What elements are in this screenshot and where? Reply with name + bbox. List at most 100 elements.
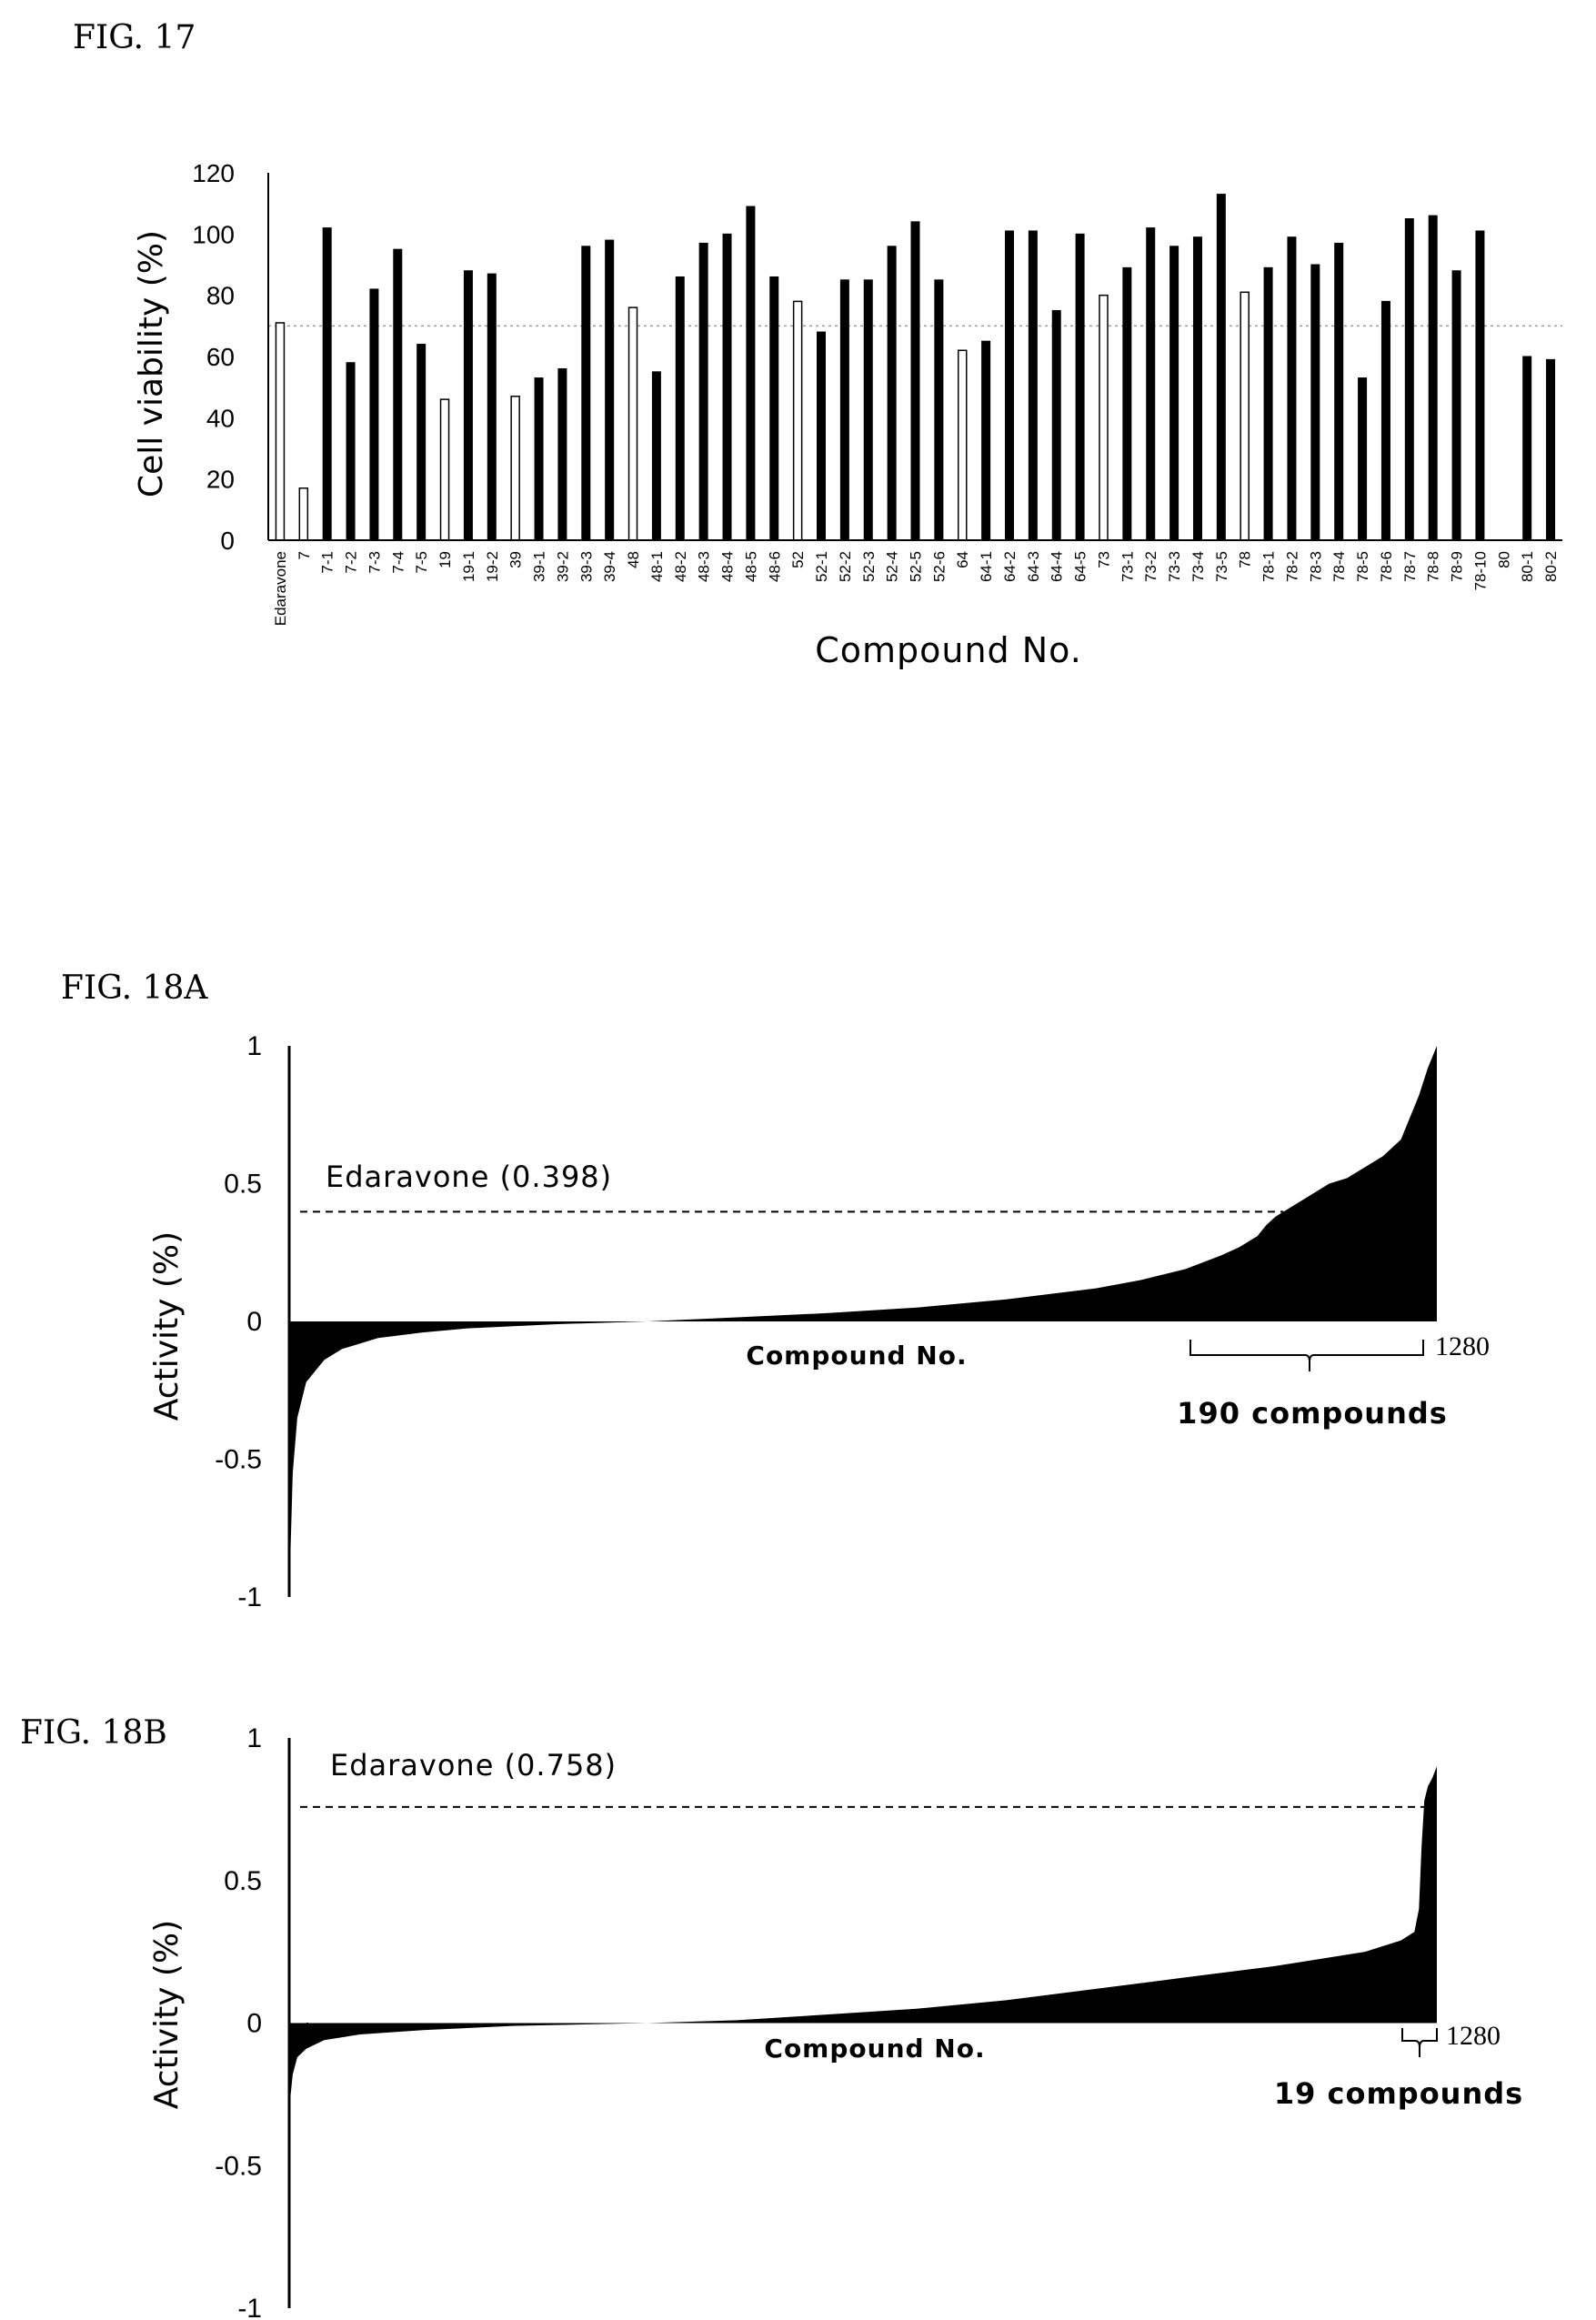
fig17-bar <box>534 377 544 541</box>
fig18b: FIG. 18B Activity (%) -1 -0.5 0 0.5 1 Edarav… <box>20 1714 1522 2320</box>
fig17-bar <box>746 206 756 541</box>
y-tick-label: -1 <box>237 2294 262 2320</box>
fig17-bar <box>887 246 897 541</box>
fig17-bar <box>863 279 873 541</box>
fig17-category-label: 19-2 <box>484 551 501 582</box>
fig17-category-label: 78 <box>1237 551 1254 568</box>
fig17-category-label: 73-1 <box>1119 551 1136 582</box>
fig17-bar <box>487 273 497 541</box>
fig17-category-label: 78-2 <box>1283 551 1300 582</box>
fig18a-label: FIG. 18A <box>61 969 208 1007</box>
fig17-category-label: 80 <box>1495 551 1512 568</box>
fig17-bar <box>581 246 591 541</box>
fig17-bar <box>981 340 991 541</box>
fig18a-reference-label: Edaravone (0.398) <box>326 1160 612 1194</box>
fig17-bar <box>627 306 638 541</box>
fig17-category-label: 73-5 <box>1213 551 1230 582</box>
fig17-bar <box>934 279 944 541</box>
fig17-category-label: 7 <box>296 551 313 559</box>
fig17-bar <box>298 487 309 541</box>
fig18a-bracket <box>1189 1340 1424 1371</box>
fig17-category-labels: Edaravone 7 7-1 7-2 7-3 7-4 7-5 19 19-1 19-2 39 39-… <box>272 551 1560 626</box>
y-tick-label: 1 <box>246 1031 262 1061</box>
y-tick-label: -0.5 <box>215 2151 262 2181</box>
fig17-bar <box>1404 218 1414 541</box>
fig17-bar <box>1051 310 1061 541</box>
fig17-category-label: 39-1 <box>531 551 548 582</box>
fig17-category-label: 48-2 <box>672 551 689 582</box>
fig17-bar <box>557 367 567 541</box>
fig17-category-label: 39-4 <box>601 551 618 582</box>
fig17-bar <box>817 331 827 541</box>
fig17-category-label: 64-1 <box>978 551 995 582</box>
fig17-bar <box>792 300 803 541</box>
fig17-category-label: 48-3 <box>696 551 713 582</box>
fig17-category-label: 48 <box>625 551 642 568</box>
fig17-bar <box>1334 242 1344 541</box>
fig17-category-label: 48-5 <box>742 551 759 582</box>
fig17-y-tick-label: 40 <box>206 404 235 432</box>
fig17-bar <box>417 344 427 541</box>
fig17-category-label: 39 <box>507 551 525 568</box>
fig18a: FIG. 18A Activity (%) -1 -0.5 0 0.5 1 Edarav… <box>61 969 1490 1612</box>
fig17-category-label: 73-3 <box>1166 551 1183 582</box>
fig17-bar <box>463 270 473 541</box>
fig18b-activity-area <box>289 1766 1437 2109</box>
y-tick-label: 0 <box>246 2009 262 2039</box>
fig17-bar <box>1287 236 1297 541</box>
fig17-bar <box>722 233 732 541</box>
fig18a-ylabel: Activity (%) <box>148 1231 186 1421</box>
y-tick-label: 0.5 <box>224 1170 262 1200</box>
fig17-bar <box>1169 246 1179 541</box>
fig17-bar <box>1380 300 1390 541</box>
fig17-category-label: 19 <box>437 551 454 568</box>
y-tick-label: 0 <box>246 1307 262 1337</box>
fig17-category-label: 7-2 <box>343 551 360 574</box>
fig17-category-label: 73-4 <box>1189 551 1207 582</box>
fig17-y-tick-label: 80 <box>206 282 235 310</box>
fig17-bar <box>1310 264 1320 541</box>
fig17-category-label: 73-2 <box>1142 551 1159 582</box>
fig18b-end-label: 1280 <box>1446 2021 1501 2051</box>
fig17-bar <box>1263 266 1273 541</box>
fig17-category-label: 78-3 <box>1307 551 1324 582</box>
fig17-category-label: 48-6 <box>766 551 783 582</box>
fig17-category-label: 48-1 <box>648 551 666 582</box>
fig18b-label: FIG. 18B <box>20 1714 167 1752</box>
fig17-category-label: 52-1 <box>813 551 830 582</box>
fig17-bar <box>1451 270 1461 541</box>
y-tick-label: -1 <box>237 1582 262 1612</box>
fig17-category-label: 7-4 <box>389 551 407 574</box>
fig17-bar <box>1028 230 1038 541</box>
fig17-bar <box>1004 230 1014 541</box>
fig18b-ylabel: Activity (%) <box>148 1920 186 2109</box>
fig18b-reference-label: Edaravone (0.758) <box>330 1748 617 1783</box>
fig17-category-label: 64-4 <box>1049 551 1066 582</box>
fig17-category-label: 7-3 <box>366 551 383 574</box>
fig17-category-label: 78-9 <box>1449 551 1466 582</box>
y-tick-label: 0.5 <box>224 1866 262 1896</box>
fig17-bar <box>1216 194 1226 541</box>
fig17-bar <box>1192 236 1202 541</box>
fig17-y-tick-label: 120 <box>192 159 235 187</box>
fig17-bars <box>275 194 1556 541</box>
y-tick-label: -0.5 <box>215 1445 262 1475</box>
fig17-category-label: 52-5 <box>908 551 925 582</box>
fig18b-y-tick-labels: -1 -0.5 0 0.5 1 <box>215 1723 262 2320</box>
fig17-category-label: 78-4 <box>1330 551 1348 582</box>
fig17-category-label: 64-3 <box>1025 551 1042 582</box>
fig17-bar <box>1240 291 1250 541</box>
fig17-bar <box>369 288 379 541</box>
fig17-category-label: 39-2 <box>554 551 571 582</box>
fig17-category-label: 78-6 <box>1378 551 1395 582</box>
fig17-category-label: 7-5 <box>413 551 430 574</box>
fig18a-end-label: 1280 <box>1435 1331 1490 1361</box>
fig17-bar <box>393 248 403 541</box>
fig18a-activity-area <box>289 1046 1437 1597</box>
fig17-category-label: Edaravone <box>272 551 289 626</box>
fig17-category-label: 52-2 <box>837 551 854 582</box>
y-tick-label: 1 <box>246 1723 262 1753</box>
fig17-bar <box>1099 294 1109 541</box>
fig17-category-label: 19-1 <box>460 551 477 582</box>
fig17-bar <box>910 221 920 541</box>
